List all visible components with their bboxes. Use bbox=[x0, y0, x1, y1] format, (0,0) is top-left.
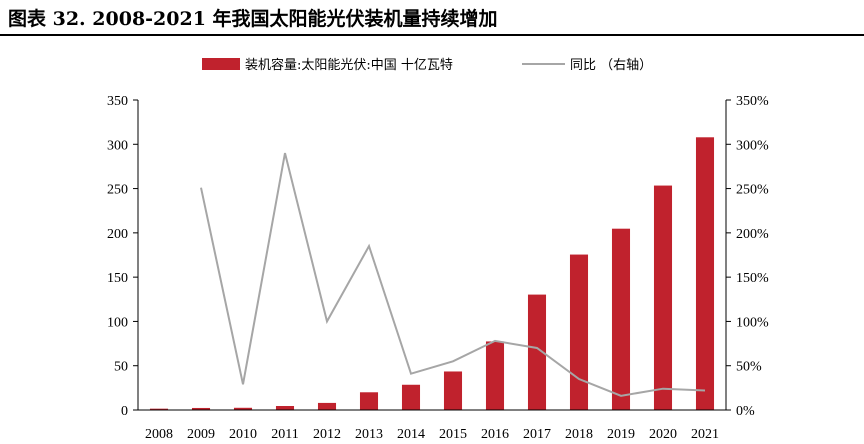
x-axis-tick-label: 2013 bbox=[355, 427, 383, 442]
x-axis-tick-label: 2019 bbox=[607, 427, 635, 442]
bar bbox=[527, 294, 547, 410]
left-axis-tick-label: 50 bbox=[114, 360, 128, 375]
x-axis-tick-label: 2021 bbox=[691, 427, 719, 442]
x-axis-tick-label: 2009 bbox=[187, 427, 215, 442]
yoy-line-series bbox=[200, 152, 706, 397]
legend-bar-label: 装机容量:太阳能光伏:中国 十亿瓦特 bbox=[245, 57, 453, 73]
bar bbox=[569, 254, 589, 410]
left-axis-tick-label: 200 bbox=[107, 227, 128, 242]
left-axis-tick-label: 150 bbox=[107, 271, 128, 286]
x-axis-tick-label: 2016 bbox=[481, 427, 509, 442]
x-axis-tick-label: 2017 bbox=[523, 427, 551, 442]
right-axis-tick-label: 0% bbox=[736, 404, 755, 419]
legend: 装机容量:太阳能光伏:中国 十亿瓦特 同比 （右轴） bbox=[202, 57, 652, 73]
bar bbox=[695, 137, 715, 410]
legend-bar-swatch bbox=[202, 58, 240, 70]
bar bbox=[191, 407, 211, 410]
left-axis-tick-label: 250 bbox=[107, 183, 128, 198]
right-axis-tick-label: 200% bbox=[736, 227, 769, 242]
left-axis-tick-label: 0 bbox=[121, 404, 128, 419]
bar-series bbox=[138, 137, 726, 411]
x-axis-tick-label: 2012 bbox=[313, 427, 341, 442]
x-axis-tick-label: 2020 bbox=[649, 427, 677, 442]
left-axis-tick-label: 350 bbox=[107, 94, 128, 109]
bar bbox=[611, 228, 631, 410]
bar bbox=[401, 384, 421, 410]
x-axis-tick-label: 2018 bbox=[565, 427, 593, 442]
left-axis-tick-label: 100 bbox=[107, 315, 128, 330]
right-axis-tick-label: 150% bbox=[736, 271, 769, 286]
bar bbox=[443, 371, 463, 410]
x-axis-tick-label: 2008 bbox=[145, 427, 173, 442]
left-axis-tick-label: 300 bbox=[107, 138, 128, 153]
bar bbox=[653, 185, 673, 410]
bar bbox=[359, 392, 379, 410]
bar bbox=[149, 408, 169, 410]
bar bbox=[317, 402, 337, 410]
bar bbox=[485, 341, 505, 410]
left-axis: 0 50 100 150 200 250 300 350 bbox=[107, 94, 139, 419]
right-axis-tick-label: 50% bbox=[736, 360, 762, 375]
title-rule bbox=[0, 34, 864, 36]
figure-title: 图表 32. 2008-2021 年我国太阳能光伏装机量持续增加 bbox=[8, 8, 498, 30]
right-axis-tick-label: 350% bbox=[736, 94, 769, 109]
legend-line-label: 同比 （右轴） bbox=[570, 58, 652, 73]
right-axis-tick-label: 100% bbox=[736, 315, 769, 330]
yoy-line bbox=[200, 152, 706, 397]
x-axis-tick-label: 2010 bbox=[229, 427, 257, 442]
x-axis-tick-label: 2011 bbox=[271, 427, 298, 442]
right-axis: 0% 50% 100% 150% 200% 250% 300% 350% bbox=[725, 94, 769, 419]
x-axis-tick-label: 2014 bbox=[397, 427, 425, 442]
bar bbox=[275, 406, 295, 410]
bar bbox=[233, 407, 253, 410]
x-axis-tick-label: 2015 bbox=[439, 427, 467, 442]
x-axis-labels: 2008 2009 2010 2011 2012 2013 2014 2015 2016 2017… bbox=[145, 427, 719, 442]
right-axis-tick-label: 300% bbox=[736, 138, 769, 153]
right-axis-tick-label: 250% bbox=[736, 183, 769, 198]
